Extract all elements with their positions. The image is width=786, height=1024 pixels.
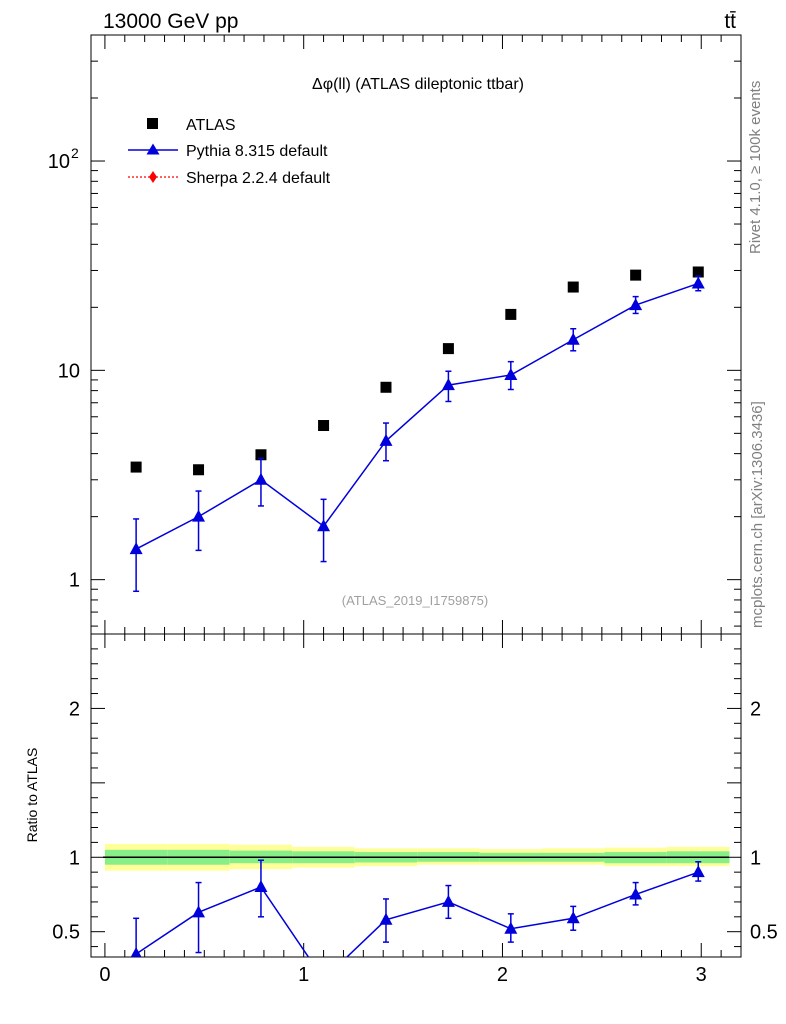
legend-pythia-marker: [146, 143, 160, 155]
pythia-data-point: [441, 378, 455, 391]
legend-pythia-label: Pythia 8.315 default: [186, 143, 328, 160]
ratio-pythia-data-point: [317, 972, 330, 984]
pythia-line: [135, 282, 699, 550]
ratio-y-tick-label-right: 1: [750, 847, 761, 869]
ratio-pythia-line: [135, 871, 699, 957]
source-label: mcplots.cern.ch [arXiv:1306.3436]: [749, 401, 766, 628]
pythia-data-point: [566, 332, 580, 345]
atlas-data-point: [442, 343, 454, 355]
ratio-pythia-data-point: [566, 911, 580, 924]
legend-sherpa-marker: [149, 171, 157, 183]
ratio-y-tick-label: 1: [69, 847, 80, 869]
ratio-pythia-data-point: [254, 880, 268, 893]
plot-title: Δφ(ll) (ATLAS dileptonic ttbar): [312, 76, 524, 93]
y-tick-label: 10: [58, 360, 80, 382]
legend: ATLAS Pythia 8.315 default Sherpa 2.2.4 …: [128, 117, 331, 187]
atlas-data-point: [130, 461, 142, 473]
x-tick-label: 1: [298, 964, 309, 986]
pythia-data-point: [254, 472, 268, 485]
pythia-data-point: [129, 542, 143, 555]
ratio-pythia-data-point: [192, 905, 206, 918]
atlas-data-point: [630, 269, 642, 281]
ratio-y-tick-label-right: 0.5: [750, 922, 778, 944]
x-tick-label: 2: [497, 964, 508, 986]
atlas-data-point: [193, 464, 205, 476]
ratio-pythia-data-point: [629, 887, 643, 900]
x-tick-label: 0: [99, 964, 110, 986]
pythia-data-point: [379, 433, 393, 446]
header-energy-label: 13000 GeV pp: [103, 10, 238, 33]
legend-atlas-marker: [147, 118, 158, 129]
ratio-panel: Ratio to ATLAS 0 1 2 3 0.5 0.5 1 1 2 2: [24, 633, 778, 986]
ratio-y-tick-label: 2: [69, 698, 80, 720]
pythia-data-point: [629, 298, 643, 311]
pythia-data-point: [192, 509, 206, 522]
rivet-label: Rivet 4.1.0, ≥ 100k events: [747, 81, 764, 254]
ratio-pythia-data-point: [130, 947, 142, 957]
atlas-data-point: [692, 266, 704, 278]
legend-atlas-label: ATLAS: [186, 117, 236, 134]
ratio-series-group: [130, 859, 705, 984]
ratio-y-tick-label-right: 2: [750, 698, 761, 720]
ratio-frame: [90, 633, 742, 958]
y-tick-label-exponent: 2: [71, 145, 79, 161]
analysis-id-label: (ATLAS_2019_I1759875): [342, 593, 488, 608]
pythia-data-point: [504, 368, 518, 381]
ratio-pythia-data-point: [691, 865, 705, 878]
atlas-data-point: [380, 381, 392, 393]
atlas-data-point: [505, 308, 517, 320]
x-tick-label: 3: [696, 964, 707, 986]
ratio-y-tick-label: 0.5: [52, 922, 80, 944]
ratio-pythia-data-point: [441, 894, 455, 907]
y-tick-label: 10: [48, 151, 70, 173]
y-tick-label: 1: [69, 570, 80, 592]
ratio-pythia-data-point: [379, 912, 393, 925]
ratio-ylabel: Ratio to ATLAS: [24, 748, 40, 843]
pythia-data-point: [691, 276, 705, 289]
atlas-data-point: [255, 449, 267, 461]
main-panel: Δφ(ll) (ATLAS dileptonic ttbar) (ATLAS_2…: [48, 34, 742, 635]
pythia-data-point: [317, 519, 331, 532]
atlas-data-point: [318, 420, 330, 432]
ratio-pythia-data-point: [504, 921, 518, 934]
header-process-label: tt̄: [724, 10, 736, 33]
atlas-data-point: [567, 281, 579, 293]
legend-sherpa-label: Sherpa 2.2.4 default: [186, 170, 331, 187]
